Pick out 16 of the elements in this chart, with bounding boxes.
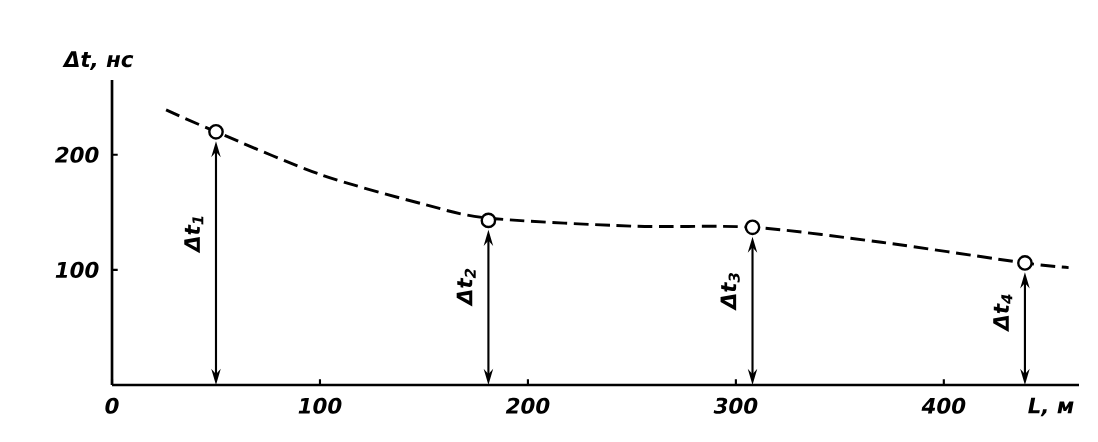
x-tick-label: 0 — [105, 397, 119, 414]
x-tick-label: 200 — [505, 397, 550, 414]
line-series — [164, 108, 1071, 270]
annotation: Δt$_{3}$ — [720, 273, 740, 311]
y-axis-title: Δt, нс — [62, 51, 134, 70]
x-tick-label: 400 — [921, 397, 966, 414]
x-axis-title: L, м — [1028, 397, 1074, 417]
annotation: Δt$_{2}$ — [456, 268, 476, 307]
annotation: Δt$_{4}$ — [993, 294, 1013, 333]
point — [208, 123, 224, 140]
point — [744, 219, 761, 236]
point — [480, 212, 497, 229]
annotation: Δt$_{1}$ — [184, 216, 204, 254]
x-tick-label: 300 — [713, 397, 758, 414]
x-tick-label: 100 — [298, 397, 342, 414]
point — [1017, 255, 1033, 271]
